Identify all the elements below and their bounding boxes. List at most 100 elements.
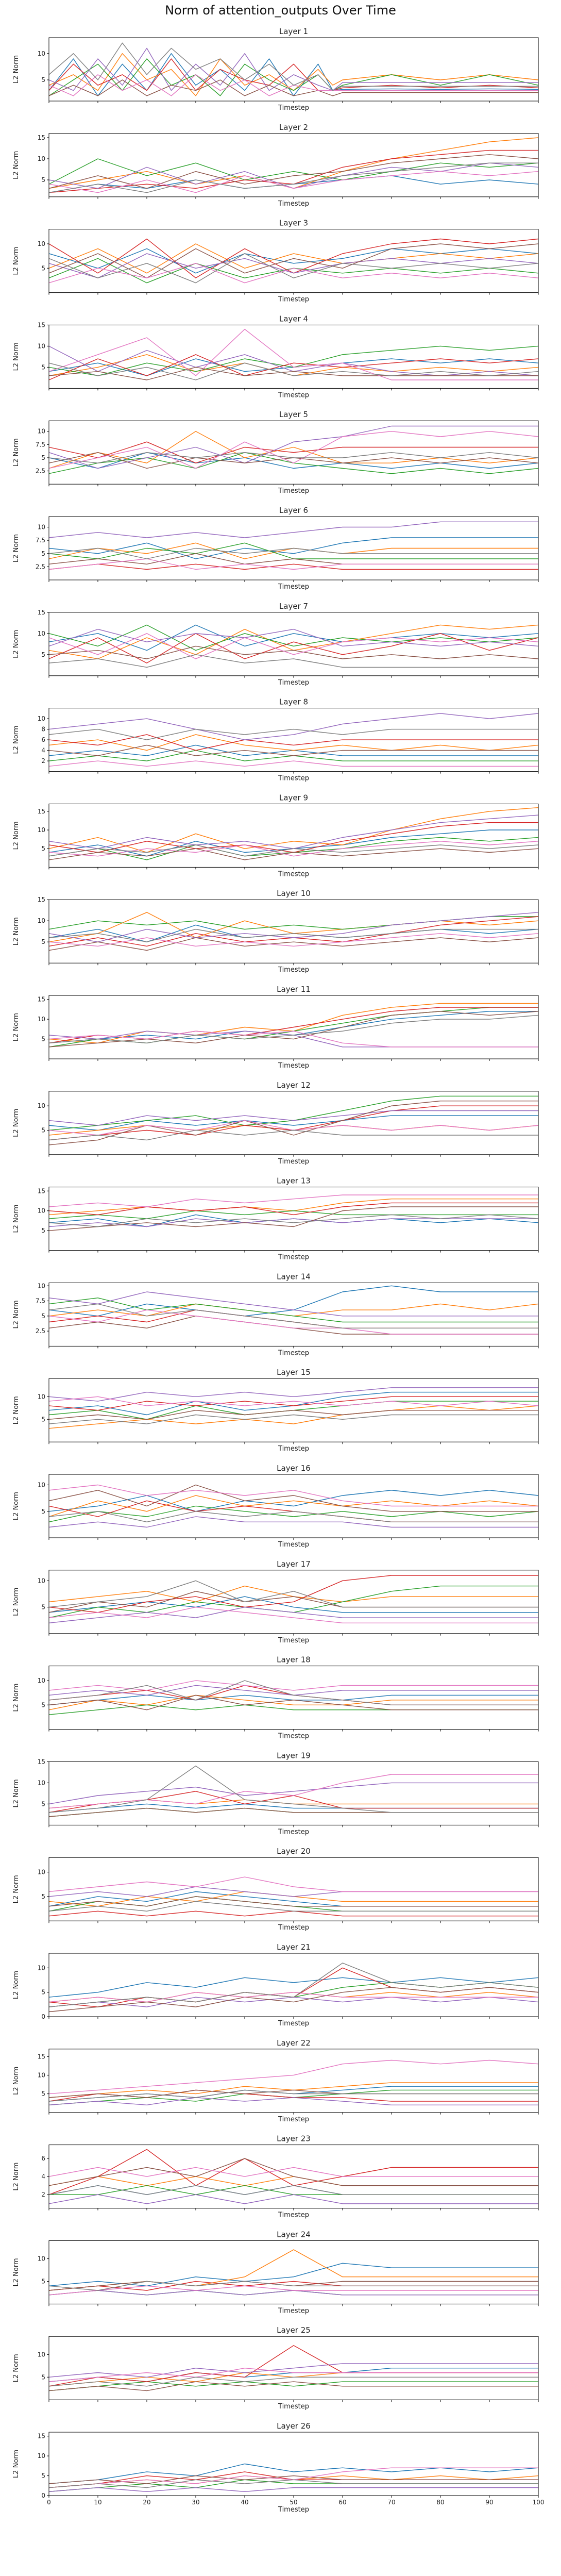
y-axis-label: L2 Norm [12,247,20,275]
y-tick-label: 4 [41,2173,45,2180]
y-axis-label: L2 Norm [12,534,20,562]
subplot-layer-19: Layer 19 5 10 15 Timestep L2 Norm [12,1751,539,1836]
series-line-7 [48,1484,538,1507]
subplot-layer-11: Layer 11 5 10 15 Timestep L2 Norm [12,985,539,1070]
y-tick-label: 10 [38,2351,45,2358]
series-line-5 [48,1606,538,1623]
y-tick-label: 2.5 [36,1327,45,1335]
series-line-2 [48,542,538,559]
x-axis-label: Timestep [278,200,309,208]
x-axis-label: Timestep [278,1828,309,1836]
series-line-8 [48,1129,538,1141]
series-line-4 [48,734,538,751]
axes-frame [48,2240,539,2304]
series-line-7 [48,1774,538,1809]
series-line-4 [48,1202,538,1216]
series-line-7 [48,1991,538,2003]
y-axis-label: L2 Norm [12,1013,20,1041]
series-line-8 [48,1963,539,2007]
x-tick-label: 40 [241,2499,248,2506]
y-axis-label: L2 Norm [12,917,20,945]
y-tick-label: 5 [41,1312,45,1320]
series-line-6 [48,243,539,278]
series-line-1 [48,2463,539,2484]
x-axis-label: Timestep [278,1254,309,1261]
y-tick-label: 7.5 [36,1298,45,1305]
series-line-8 [48,928,538,942]
y-tick-label: 10 [38,1677,45,1684]
subplot-title: Layer 18 [277,1655,311,1665]
series-line-1 [48,248,539,274]
y-tick-label: 10 [38,1779,45,1786]
x-tick-label: 70 [387,2499,395,2506]
y-axis-label: L2 Norm [12,151,20,179]
x-axis-label: Timestep [278,775,309,783]
series-line-1 [48,537,538,559]
subplot-title: Layer 10 [277,889,311,898]
subplot-title: Layer 22 [277,2038,311,2048]
y-axis-label: L2 Norm [12,1684,20,1712]
y-axis-label: L2 Norm [12,2258,20,2286]
y-tick-label: 10 [38,342,45,350]
series-line-6 [48,848,539,860]
y-tick-label: 5 [41,2373,45,2381]
series-line-5 [48,2363,538,2378]
series-line-5 [48,2487,538,2492]
y-tick-label: 15 [38,1758,45,1765]
series-line-6 [48,2158,538,2186]
y-tick-label: 10 [38,1482,45,1489]
y-tick-label: 5 [41,2278,45,2285]
series-line-8 [48,1580,538,1608]
subplot-layer-1: Layer 1 5 10 Timestep L2 Norm [12,27,539,112]
y-tick-label: 0 [41,2013,45,2020]
series-line-6 [48,1694,538,1710]
series-line-2 [48,734,539,751]
x-axis-label: Timestep [278,1158,309,1166]
series-line-7 [48,2285,538,2296]
y-axis-label: L2 Norm [12,438,20,467]
series-line-8 [48,1414,538,1424]
y-tick-label: 8 [41,726,45,733]
x-tick-label: 90 [485,2499,493,2506]
axes-frame [48,324,539,389]
x-tick-label: 0 [47,2499,51,2506]
series-line-8 [48,42,538,91]
y-tick-label: 10 [38,155,45,162]
y-tick-label: 10 [38,715,45,722]
series-line-7 [48,1194,538,1207]
x-axis-label: Timestep [278,2116,309,2123]
y-tick-label: 10 [38,1102,45,1109]
y-tick-label: 10 [38,240,45,247]
series-line-4 [48,1396,538,1411]
y-tick-label: 5 [41,2090,45,2098]
y-axis-label: L2 Norm [12,2067,20,2095]
x-tick-label: 60 [338,2499,346,2506]
series-line-7 [48,171,539,193]
y-tick-label: 6 [41,2155,45,2162]
y-tick-label: 5 [41,76,45,84]
y-axis-label: L2 Norm [12,1109,20,1137]
series-line-6 [48,645,539,659]
y-axis-label: L2 Norm [12,2163,20,2191]
series-line-8 [48,2089,538,2102]
y-tick-label: 2 [41,2191,45,2198]
series-line-4 [48,1910,538,1917]
series-line-2 [48,1495,539,1517]
subplot-layer-8: Layer 8 2 4 6 8 10 Timestep L2 Norm [12,697,539,783]
series-line-7 [48,2167,538,2177]
y-axis-label: L2 Norm [12,630,20,658]
series-line-2 [48,53,539,96]
y-tick-label: 10 [38,2255,45,2263]
subplot-title: Layer 23 [277,2134,311,2143]
series-line-6 [48,1484,538,1512]
series-line-4 [48,2345,538,2387]
y-axis-label: L2 Norm [12,2354,20,2382]
series-line-7 [48,431,539,469]
subplot-layer-7: Layer 7 5 10 15 Timestep L2 Norm [12,602,539,687]
y-tick-label: 5 [41,550,45,557]
subplot-layer-22: Layer 22 5 10 15 Timestep L2 Norm [12,2038,539,2123]
subplot-layer-4: Layer 4 5 10 15 Timestep L2 Norm [12,314,539,399]
y-tick-label: 5 [41,1036,45,1043]
series-line-2 [48,2176,538,2186]
subplot-layer-18: Layer 18 5 10 Timestep L2 Norm [12,1655,539,1740]
